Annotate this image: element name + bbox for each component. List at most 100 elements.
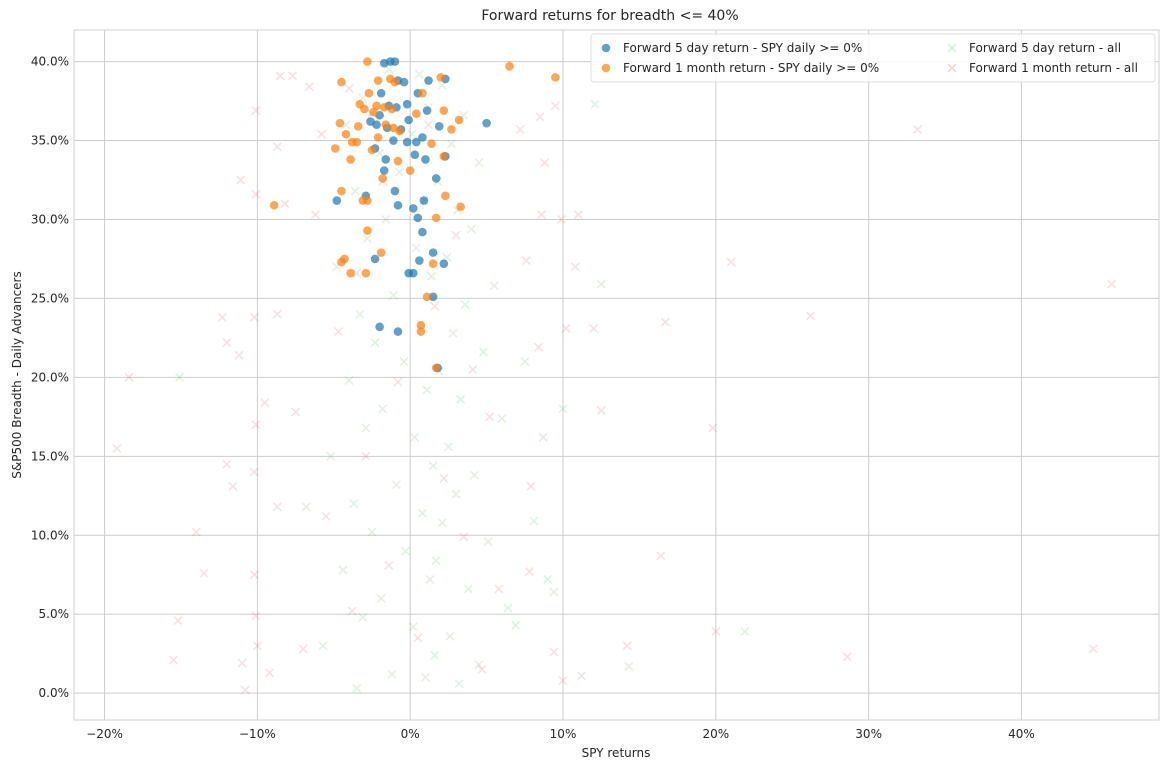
legend-marker-circle xyxy=(601,43,611,53)
data-point-x xyxy=(408,622,418,632)
data-point-x xyxy=(456,394,466,405)
data-point-x xyxy=(806,311,816,321)
data-point-circle xyxy=(379,103,389,112)
data-point-x xyxy=(420,672,431,682)
chart-title: Forward returns for breadth <= 40% xyxy=(481,8,738,24)
x-tick-label: 40% xyxy=(1008,727,1035,741)
data-point-x xyxy=(511,620,521,630)
data-point-x xyxy=(529,516,539,526)
data-point-circle xyxy=(269,200,279,210)
data-point-x xyxy=(558,404,568,414)
data-point-circle xyxy=(431,174,441,183)
data-point-x xyxy=(624,661,634,671)
data-point-x xyxy=(234,350,244,360)
data-point-x xyxy=(468,364,478,375)
data-point-x xyxy=(249,312,259,322)
data-point-circle xyxy=(331,144,340,153)
data-point-x xyxy=(622,641,632,651)
data-point-circle xyxy=(370,254,380,264)
data-point-x xyxy=(460,300,470,310)
data-point-x xyxy=(287,71,298,81)
data-point-circle xyxy=(393,327,403,336)
data-point-circle xyxy=(395,126,404,136)
data-point-circle xyxy=(421,155,430,164)
data-point-x xyxy=(362,233,372,243)
data-point-x xyxy=(252,641,262,651)
data-point-x xyxy=(222,338,232,348)
data-point-circle xyxy=(418,227,427,237)
data-point-x xyxy=(485,412,495,422)
data-point-x xyxy=(590,99,600,109)
data-point-x xyxy=(535,112,545,122)
x-tick-label: −20% xyxy=(86,727,123,741)
data-point-x xyxy=(1107,279,1117,289)
data-point-x xyxy=(656,551,666,561)
data-point-x xyxy=(726,257,736,267)
y-tick-labels: 0.0% 5.0% 10.0% 15.0% 20.0% 25.0% 30.0% 35.0% 40… xyxy=(31,55,69,701)
data-point-x xyxy=(428,461,438,471)
data-point-x xyxy=(596,405,606,416)
data-point-circle xyxy=(399,77,409,87)
data-point-x xyxy=(391,480,402,490)
data-point-circle xyxy=(418,133,427,142)
x-axis-label: SPY returns xyxy=(582,746,651,760)
data-point-x xyxy=(316,129,327,139)
data-point-x xyxy=(301,502,311,512)
data-point-x xyxy=(249,570,259,580)
data-point-x xyxy=(497,413,507,423)
data-point-x xyxy=(596,279,606,289)
data-point-x xyxy=(228,481,238,491)
data-point-circle xyxy=(447,125,456,134)
data-point-x xyxy=(280,199,290,209)
legend-label: Forward 1 month return - all xyxy=(969,61,1138,75)
data-point-circle xyxy=(427,139,436,148)
data-point-x xyxy=(570,262,580,272)
data-point-circle xyxy=(372,120,381,130)
data-point-x xyxy=(352,268,362,278)
data-point-x xyxy=(711,627,721,637)
data-point-x xyxy=(538,432,548,442)
data-point-x xyxy=(489,281,499,291)
data-point-x xyxy=(515,124,525,135)
data-point-x xyxy=(422,385,432,395)
y-tick-label: 25.0% xyxy=(31,291,69,305)
data-point-x xyxy=(378,404,388,414)
legend: Forward 5 day return - SPY daily >= 0% Fo… xyxy=(590,33,1156,83)
data-point-x xyxy=(361,423,371,433)
data-point-x xyxy=(556,214,567,225)
data-point-circle xyxy=(402,137,412,147)
data-point-circle xyxy=(505,62,514,71)
data-point-circle xyxy=(360,104,369,114)
data-point-x xyxy=(112,443,122,453)
data-point-circle xyxy=(439,152,449,161)
data-point-x xyxy=(537,210,547,220)
data-point-x xyxy=(543,574,553,585)
data-point-x xyxy=(550,101,560,111)
data-point-x xyxy=(526,481,536,491)
data-point-circle xyxy=(439,106,449,115)
data-point-circle xyxy=(412,109,421,118)
data-point-x xyxy=(533,342,544,352)
data-point-circle xyxy=(390,57,400,66)
data-point-circle xyxy=(428,248,438,257)
data-point-circle xyxy=(431,363,441,373)
data-point-x xyxy=(318,641,328,651)
data-point-circle xyxy=(353,122,363,131)
data-point-x xyxy=(240,685,250,695)
data-point-circle xyxy=(332,196,342,205)
data-point-circle xyxy=(337,257,346,267)
data-point-circle xyxy=(337,186,346,196)
data-point-x xyxy=(463,584,473,594)
data-point-circle xyxy=(390,186,400,196)
data-point-x xyxy=(912,124,923,135)
data-point-circle xyxy=(387,104,397,114)
data-point-x xyxy=(272,309,282,319)
data-point-circle xyxy=(439,259,449,268)
data-point-circle xyxy=(408,204,418,213)
x-tick-label: 20% xyxy=(702,727,729,741)
data-point-circle xyxy=(413,213,423,223)
data-point-x xyxy=(367,527,377,537)
data-point-circle xyxy=(347,137,357,147)
data-point-circle xyxy=(428,292,438,302)
data-point-x xyxy=(358,612,368,622)
